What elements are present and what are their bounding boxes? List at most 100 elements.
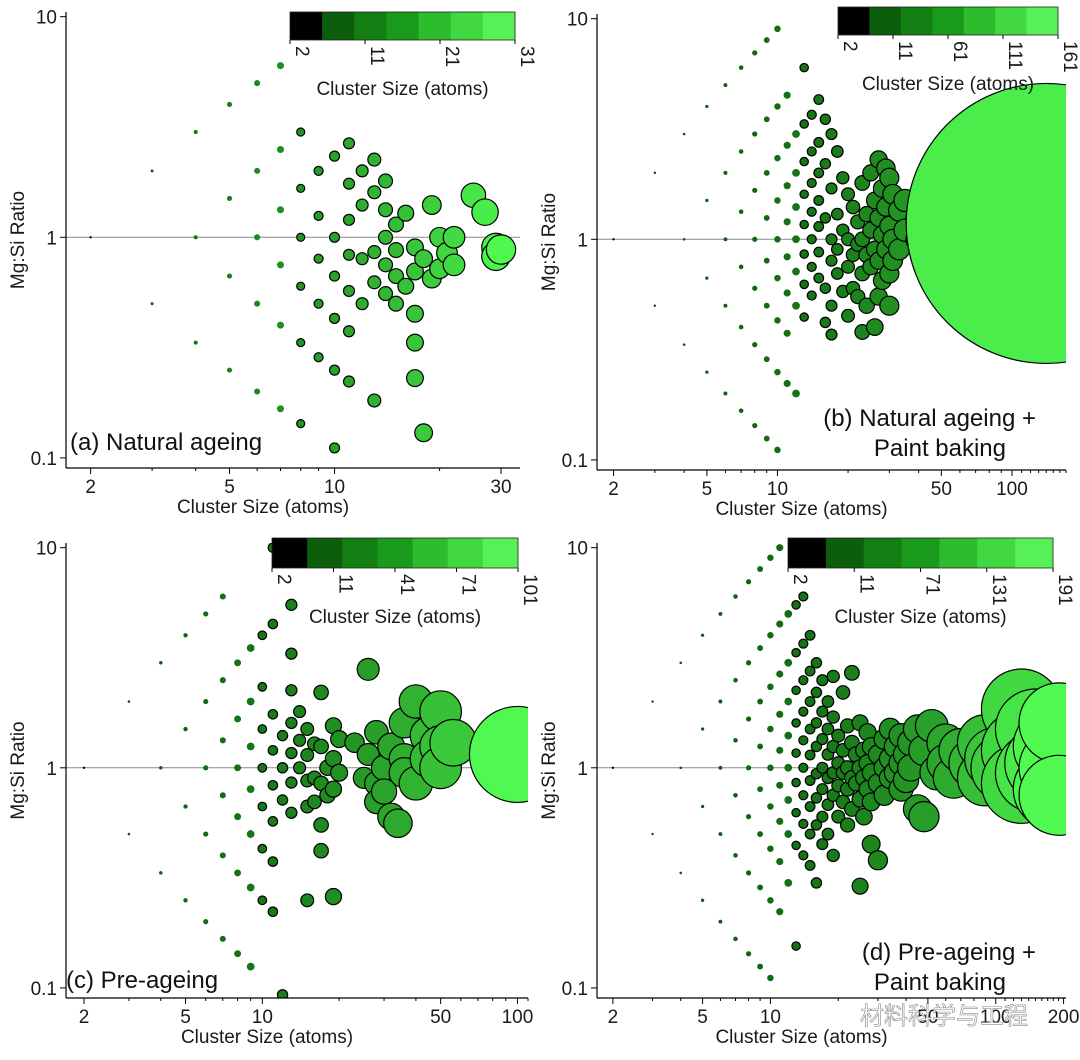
- data-point: [784, 610, 793, 618]
- y-axis-title: Mg:Si Ratio: [8, 721, 29, 819]
- data-point: [757, 831, 764, 837]
- data-points: [612, 25, 1066, 454]
- data-point: [267, 708, 279, 720]
- data-point: [296, 419, 306, 429]
- data-point: [159, 871, 163, 875]
- data-point: [774, 154, 781, 162]
- data-point: [246, 785, 255, 794]
- colorbar-segment: [1026, 7, 1059, 35]
- data-point: [806, 290, 817, 301]
- data-point: [257, 801, 268, 812]
- data-point: [285, 776, 298, 789]
- data-point: [830, 267, 844, 280]
- data-point: [285, 746, 298, 760]
- data-point: [763, 116, 770, 123]
- data-point: [738, 149, 744, 154]
- data-point: [843, 664, 860, 681]
- data-point: [718, 919, 723, 924]
- data-point: [804, 801, 816, 812]
- data-point: [234, 715, 242, 723]
- data-point: [819, 316, 832, 329]
- x-tick-label: 5: [702, 479, 713, 500]
- data-point: [804, 696, 816, 707]
- data-point: [825, 233, 838, 246]
- data-point: [851, 877, 869, 895]
- data-point: [226, 367, 233, 373]
- y-axis-title: Mg:Si Ratio: [539, 193, 560, 291]
- data-point: [397, 204, 415, 222]
- data-point: [367, 185, 382, 200]
- data-point: [700, 727, 705, 731]
- data-point: [733, 677, 738, 683]
- data-point: [763, 37, 770, 43]
- data-point: [757, 743, 764, 750]
- data-point: [792, 130, 800, 138]
- data-point: [806, 206, 817, 217]
- data-point: [355, 252, 369, 266]
- data-point: [733, 793, 738, 798]
- data-point: [293, 761, 307, 775]
- data-point: [82, 766, 86, 769]
- data-point: [830, 145, 844, 158]
- data-point: [682, 237, 686, 241]
- x-axis-title: Cluster Size (atoms): [715, 499, 887, 520]
- colorbar-tick-label: 11: [855, 574, 876, 594]
- data-point: [313, 298, 324, 309]
- y-tick-label: 10: [36, 539, 57, 560]
- x-tick-label: 10: [324, 477, 345, 498]
- data-point: [816, 705, 829, 718]
- x-axis-title: Cluster Size (atoms): [181, 1027, 353, 1048]
- data-point: [387, 216, 405, 233]
- data-point: [276, 62, 285, 70]
- data-point: [776, 817, 784, 825]
- data-point: [651, 700, 654, 703]
- watermark-text: 材料科学与工程: [860, 1003, 1028, 1030]
- data-point: [791, 647, 801, 658]
- data-point: [342, 248, 356, 261]
- data-point: [246, 830, 255, 838]
- data-point: [783, 253, 791, 261]
- x-tick-label: 2: [608, 479, 619, 500]
- y-tick-label: 0.1: [562, 451, 588, 472]
- data-point: [776, 908, 784, 916]
- data-point: [226, 273, 233, 279]
- data-point: [246, 883, 255, 892]
- data-point: [377, 173, 394, 189]
- data-point: [810, 657, 823, 669]
- data-point: [799, 189, 809, 200]
- data-point: [826, 669, 840, 684]
- data-point: [791, 840, 801, 851]
- data-point: [819, 113, 832, 126]
- data-point: [752, 342, 758, 348]
- data-point: [324, 887, 343, 906]
- data-point: [799, 119, 809, 129]
- data-point: [806, 261, 817, 272]
- data-point: [705, 370, 709, 374]
- data-point: [792, 301, 800, 310]
- colorbar-segment: [825, 538, 865, 568]
- data-point: [776, 620, 784, 628]
- x-axis-title: Cluster Size (atoms): [177, 497, 349, 518]
- data-point: [405, 304, 424, 323]
- data-point: [296, 281, 306, 291]
- data-point: [813, 136, 825, 148]
- colorbar-tick-label: 41: [396, 574, 417, 595]
- data-point: [825, 182, 838, 195]
- data-point: [159, 661, 163, 665]
- data-point: [405, 333, 424, 352]
- data-point: [705, 276, 709, 280]
- data-point: [806, 109, 817, 120]
- data-point: [905, 82, 1066, 364]
- data-point: [733, 936, 738, 942]
- colorbar-title: Cluster Size (atoms): [862, 74, 1034, 95]
- data-point: [791, 748, 801, 758]
- data-point: [798, 706, 809, 717]
- data-point: [841, 259, 856, 274]
- data-point: [738, 324, 744, 330]
- data-point: [267, 745, 279, 756]
- data-point: [752, 423, 758, 429]
- data-point: [757, 786, 764, 793]
- data-point: [367, 152, 382, 167]
- data-point: [219, 593, 226, 600]
- colorbar: 2 11 21 31 Cluster Size (atoms): [289, 11, 537, 100]
